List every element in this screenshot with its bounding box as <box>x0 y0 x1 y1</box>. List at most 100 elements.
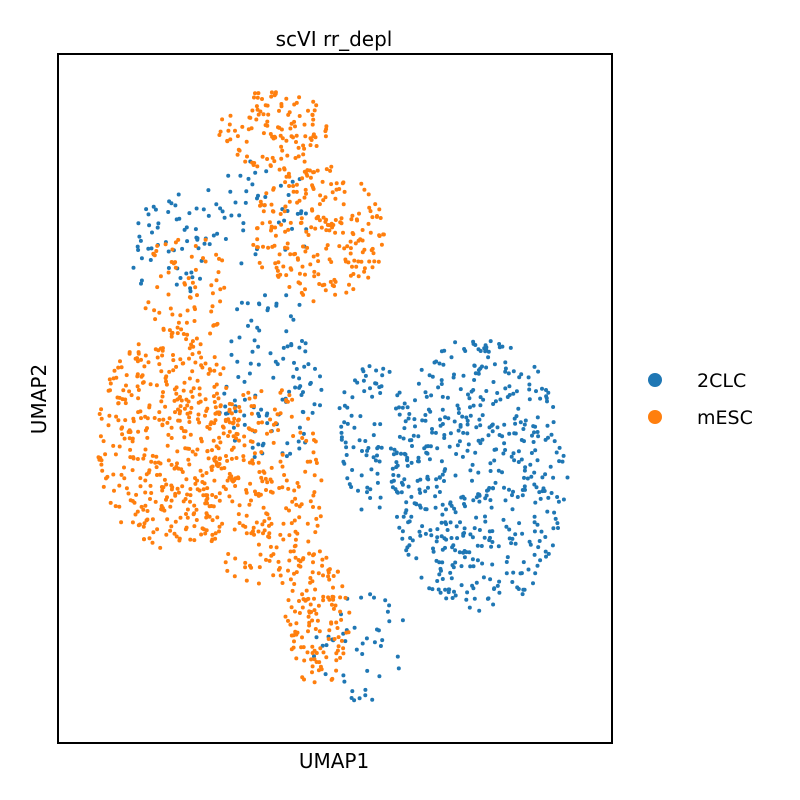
point-mesc <box>304 191 308 196</box>
point-mesc <box>290 588 295 593</box>
point-2clc <box>548 464 553 469</box>
point-mesc <box>119 520 124 525</box>
point-2clc <box>561 497 566 502</box>
point-2clc <box>380 373 385 378</box>
point-mesc <box>176 466 181 471</box>
point-2clc <box>527 539 532 544</box>
point-mesc <box>229 447 234 452</box>
point-mesc <box>292 582 297 586</box>
point-2clc <box>465 422 470 427</box>
point-2clc <box>288 314 293 319</box>
point-mesc <box>284 138 289 143</box>
point-2clc <box>536 545 541 550</box>
point-mesc <box>307 551 312 556</box>
point-2clc <box>424 394 429 399</box>
point-mesc <box>212 458 217 463</box>
point-2clc <box>235 307 240 312</box>
point-mesc <box>197 488 202 493</box>
point-2clc <box>146 246 151 251</box>
point-2clc <box>149 246 154 251</box>
point-mesc <box>310 618 315 623</box>
point-2clc <box>389 479 394 484</box>
point-2clc <box>543 472 548 477</box>
point-mesc <box>286 171 291 176</box>
point-mesc <box>288 252 293 257</box>
point-mesc <box>261 244 265 249</box>
point-mesc <box>163 242 168 247</box>
point-mesc <box>176 320 181 325</box>
point-2clc <box>446 416 451 421</box>
point-2clc <box>370 697 375 702</box>
point-mesc <box>323 129 328 134</box>
point-mesc <box>151 530 156 535</box>
point-mesc <box>170 485 175 490</box>
point-2clc <box>442 479 446 483</box>
point-2clc <box>511 570 516 575</box>
point-mesc <box>311 99 316 104</box>
point-2clc <box>457 550 462 555</box>
point-2clc <box>167 199 172 204</box>
point-2clc <box>342 461 347 466</box>
point-mesc <box>193 476 197 481</box>
point-mesc <box>289 521 294 526</box>
point-mesc <box>152 308 157 313</box>
point-mesc <box>256 542 261 547</box>
point-mesc <box>285 241 290 246</box>
point-mesc <box>333 603 338 608</box>
point-2clc <box>430 427 434 431</box>
point-mesc <box>101 484 106 489</box>
point-mesc <box>291 189 296 194</box>
point-mesc <box>316 668 321 673</box>
point-2clc <box>529 474 534 479</box>
point-2clc <box>505 555 510 560</box>
point-mesc <box>350 213 355 218</box>
point-2clc <box>250 349 255 354</box>
point-2clc <box>349 485 354 489</box>
point-mesc <box>311 299 316 304</box>
point-2clc <box>532 482 537 487</box>
point-mesc <box>193 285 198 290</box>
point-mesc <box>269 90 274 95</box>
point-mesc <box>293 555 298 560</box>
point-mesc <box>119 365 124 370</box>
point-mesc <box>160 507 165 512</box>
point-2clc <box>488 498 493 503</box>
point-2clc <box>405 405 410 410</box>
point-mesc <box>167 328 172 333</box>
point-mesc <box>187 346 192 351</box>
point-2clc <box>503 360 508 365</box>
point-2clc <box>545 399 549 404</box>
point-2clc <box>440 547 445 552</box>
point-2clc <box>239 261 244 266</box>
point-2clc <box>263 293 267 298</box>
point-mesc <box>300 176 305 181</box>
point-mesc <box>142 537 146 542</box>
point-2clc <box>492 458 497 463</box>
point-2clc <box>416 381 421 386</box>
point-mesc <box>312 680 317 685</box>
point-2clc <box>424 507 429 512</box>
point-mesc <box>335 569 340 574</box>
point-2clc <box>367 364 372 369</box>
point-mesc <box>310 112 315 117</box>
point-mesc <box>306 596 311 601</box>
point-mesc <box>178 515 183 520</box>
point-mesc <box>324 167 329 172</box>
point-mesc <box>284 478 289 483</box>
point-2clc <box>397 390 402 395</box>
point-mesc <box>235 152 240 157</box>
point-2clc <box>429 393 434 398</box>
point-2clc <box>453 560 458 565</box>
point-2clc <box>428 528 433 533</box>
point-2clc <box>248 361 253 366</box>
point-2clc <box>502 441 507 446</box>
point-2clc <box>222 215 227 220</box>
point-mesc <box>329 164 334 169</box>
point-mesc <box>295 256 300 261</box>
point-2clc <box>454 452 459 456</box>
point-mesc <box>302 677 306 682</box>
point-2clc <box>310 410 315 415</box>
point-mesc <box>243 524 248 529</box>
point-2clc <box>440 407 445 412</box>
point-mesc <box>318 514 323 519</box>
